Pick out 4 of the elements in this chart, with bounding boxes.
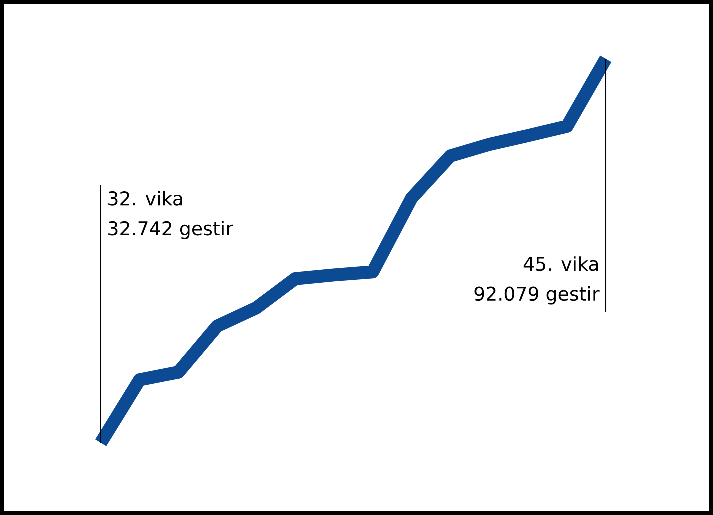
- annotation: 32. vika: [108, 191, 182, 206]
- annotation: 92.079 gestir: [474, 286, 600, 305]
- annotation: 32.742 gestir: [108, 221, 234, 240]
- annotation: 45. vika: [524, 256, 598, 272]
